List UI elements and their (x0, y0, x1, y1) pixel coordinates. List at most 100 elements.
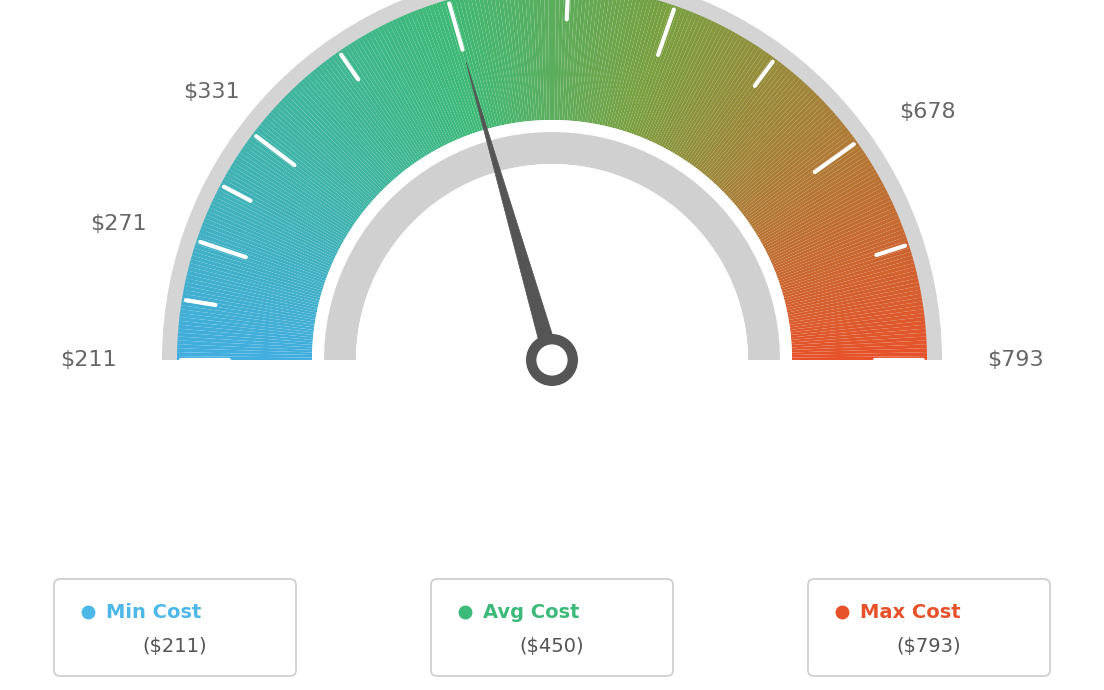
Wedge shape (364, 33, 434, 152)
Wedge shape (486, 0, 512, 124)
FancyBboxPatch shape (431, 579, 673, 676)
Wedge shape (585, 0, 607, 123)
Wedge shape (517, 0, 532, 121)
Wedge shape (772, 208, 896, 265)
Wedge shape (304, 76, 395, 180)
Wedge shape (213, 197, 336, 258)
Wedge shape (580, 0, 599, 122)
Text: Avg Cost: Avg Cost (484, 602, 580, 622)
Wedge shape (501, 0, 522, 122)
Wedge shape (765, 186, 887, 251)
Wedge shape (505, 0, 524, 122)
Wedge shape (649, 17, 708, 141)
Wedge shape (182, 293, 316, 320)
Wedge shape (763, 179, 882, 246)
Wedge shape (677, 39, 750, 156)
Wedge shape (177, 348, 312, 355)
Wedge shape (422, 7, 470, 135)
Wedge shape (201, 226, 328, 276)
Wedge shape (752, 152, 867, 229)
Wedge shape (723, 97, 822, 194)
Wedge shape (622, 1, 665, 131)
Wedge shape (489, 0, 514, 124)
Wedge shape (284, 95, 382, 192)
Wedge shape (781, 244, 910, 288)
Wedge shape (792, 328, 926, 342)
Text: ($450): ($450) (520, 637, 584, 656)
Wedge shape (183, 286, 317, 315)
Wedge shape (558, 0, 564, 120)
Wedge shape (403, 14, 459, 140)
Wedge shape (645, 14, 701, 140)
Wedge shape (223, 176, 343, 244)
Wedge shape (220, 183, 340, 249)
Wedge shape (355, 164, 749, 360)
Wedge shape (509, 0, 527, 121)
Wedge shape (188, 267, 319, 303)
Wedge shape (734, 115, 838, 205)
Wedge shape (735, 118, 841, 207)
Wedge shape (785, 267, 916, 303)
Wedge shape (619, 0, 660, 130)
Wedge shape (222, 179, 341, 246)
Wedge shape (562, 0, 572, 120)
Wedge shape (707, 74, 797, 178)
Wedge shape (312, 120, 792, 360)
Wedge shape (537, 0, 544, 120)
Wedge shape (651, 19, 712, 143)
Wedge shape (788, 293, 922, 320)
Wedge shape (597, 0, 626, 125)
Wedge shape (478, 0, 507, 125)
Wedge shape (178, 340, 312, 350)
Wedge shape (590, 0, 615, 124)
Wedge shape (310, 71, 399, 177)
Wedge shape (768, 197, 891, 258)
Wedge shape (244, 143, 357, 223)
Wedge shape (382, 24, 445, 146)
Wedge shape (792, 352, 927, 357)
Wedge shape (567, 0, 580, 121)
Wedge shape (444, 0, 485, 130)
Wedge shape (679, 41, 753, 157)
Wedge shape (607, 0, 641, 127)
Wedge shape (548, 0, 552, 120)
Wedge shape (761, 176, 881, 244)
Wedge shape (240, 149, 353, 227)
Wedge shape (675, 37, 746, 155)
Wedge shape (775, 222, 902, 274)
Text: $793: $793 (987, 350, 1043, 370)
Wedge shape (191, 255, 321, 295)
Wedge shape (521, 0, 534, 121)
Wedge shape (612, 0, 649, 128)
Wedge shape (268, 112, 372, 203)
Wedge shape (781, 248, 911, 290)
FancyBboxPatch shape (54, 579, 296, 676)
Wedge shape (414, 10, 466, 137)
Wedge shape (764, 183, 884, 249)
Wedge shape (179, 325, 314, 340)
Wedge shape (396, 17, 455, 141)
Wedge shape (493, 0, 517, 123)
Wedge shape (766, 190, 888, 253)
Wedge shape (771, 204, 894, 262)
Wedge shape (638, 10, 690, 137)
Wedge shape (263, 118, 369, 207)
Wedge shape (190, 259, 321, 298)
Wedge shape (436, 2, 480, 132)
Wedge shape (227, 169, 346, 240)
Wedge shape (709, 76, 800, 180)
Wedge shape (750, 146, 862, 225)
Wedge shape (198, 233, 326, 281)
FancyBboxPatch shape (808, 579, 1050, 676)
Wedge shape (199, 229, 327, 279)
Wedge shape (640, 11, 693, 138)
Text: Max Cost: Max Cost (860, 602, 960, 622)
Wedge shape (789, 302, 923, 325)
Wedge shape (701, 66, 788, 173)
Wedge shape (544, 0, 550, 120)
Wedge shape (699, 63, 785, 172)
Wedge shape (778, 233, 906, 281)
Circle shape (526, 334, 578, 386)
Wedge shape (554, 0, 560, 120)
Wedge shape (428, 5, 476, 133)
